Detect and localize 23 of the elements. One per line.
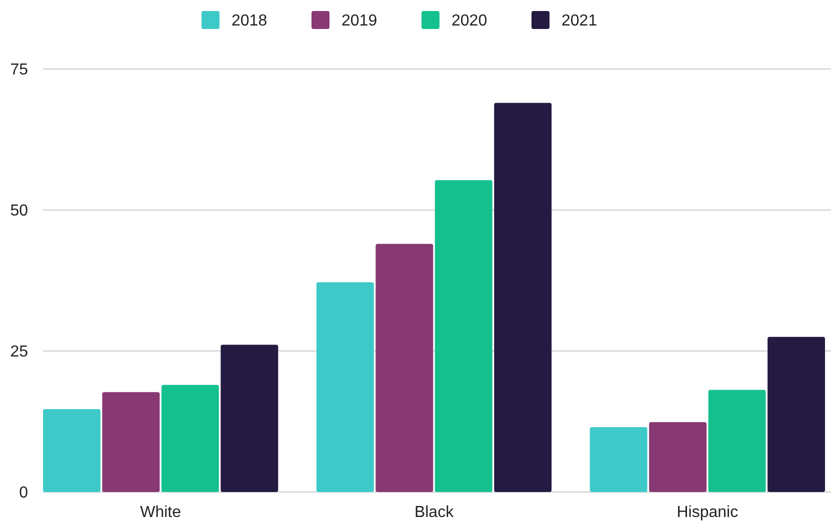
bar xyxy=(102,392,160,492)
bar xyxy=(434,180,492,492)
bar xyxy=(316,282,374,492)
bar xyxy=(708,390,766,492)
bar xyxy=(161,384,219,492)
bar xyxy=(494,102,552,492)
bar xyxy=(376,244,434,492)
bar xyxy=(768,336,825,492)
bar xyxy=(220,344,278,492)
bar xyxy=(43,409,100,492)
y-tick-label: 75 xyxy=(10,62,28,79)
y-tick-label: 0 xyxy=(19,484,28,502)
bar xyxy=(590,427,648,492)
x-tick-label: Black xyxy=(414,504,455,521)
y-tick-label: 25 xyxy=(10,344,28,361)
bar xyxy=(649,422,707,492)
x-tick-label: Hispanic xyxy=(676,504,738,521)
x-tick-label: White xyxy=(140,504,182,521)
legend-label: 2020 xyxy=(452,12,488,30)
legend-label: 2018 xyxy=(232,12,268,30)
legend-label: 2019 xyxy=(342,12,378,30)
legend-label: 2021 xyxy=(562,12,598,30)
y-tick-label: 50 xyxy=(10,202,28,220)
